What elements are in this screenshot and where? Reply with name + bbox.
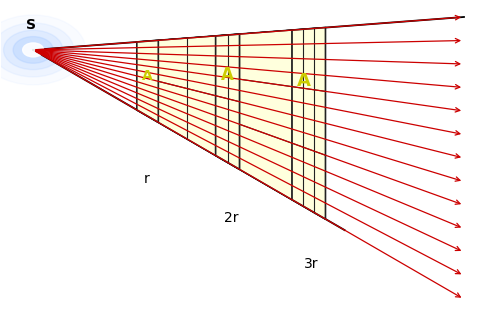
Circle shape (13, 37, 53, 63)
Circle shape (0, 23, 74, 77)
Text: S: S (26, 19, 36, 33)
Polygon shape (137, 41, 158, 122)
Polygon shape (240, 30, 292, 200)
Polygon shape (137, 110, 240, 169)
Polygon shape (292, 27, 325, 219)
Circle shape (23, 43, 44, 57)
Text: A: A (297, 72, 311, 90)
Text: A: A (142, 69, 153, 83)
Polygon shape (216, 34, 240, 169)
Polygon shape (137, 34, 240, 42)
Polygon shape (216, 155, 325, 219)
Text: 2r: 2r (224, 211, 238, 225)
Text: A: A (221, 66, 234, 85)
Polygon shape (158, 36, 216, 155)
Circle shape (0, 15, 86, 85)
Text: 3r: 3r (304, 257, 319, 271)
Polygon shape (216, 27, 325, 36)
Circle shape (3, 30, 63, 70)
Text: r: r (144, 172, 149, 186)
